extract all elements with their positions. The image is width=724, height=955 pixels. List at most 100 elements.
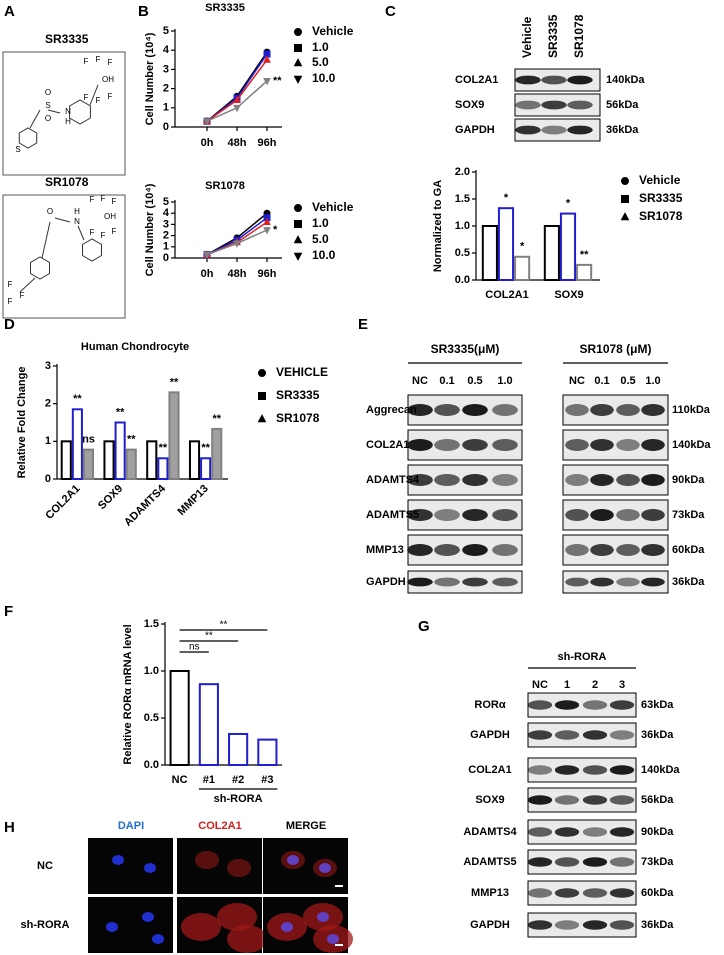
panel-letter: A (4, 3, 15, 20)
nucleus (327, 934, 339, 944)
group-title: SR1078 (μM) (579, 342, 651, 356)
annotation: * (520, 241, 525, 253)
bar (228, 732, 249, 766)
size-label: 56kDa (641, 794, 674, 806)
band (527, 700, 553, 710)
size-label: 60kDa (641, 887, 674, 899)
bar (114, 421, 126, 480)
bar (497, 207, 515, 281)
cytoplasm (227, 859, 251, 877)
size-label: 36kDa (641, 919, 674, 931)
legend-label: SR3335 (276, 388, 320, 402)
lane-label: NC (569, 375, 585, 387)
protein-label: COL2A1 (455, 74, 498, 86)
marker (294, 28, 302, 36)
band (616, 509, 640, 521)
y-axis-label: Cell Number (10⁴) (144, 183, 156, 276)
bar (543, 225, 560, 281)
band (407, 439, 433, 451)
y-tick-label: 4 (163, 207, 170, 219)
atom-label: S (45, 101, 50, 110)
legend-label: Vehicle (639, 173, 681, 187)
row-label: NC (37, 860, 53, 872)
x-tick-label: 0h (201, 268, 214, 280)
annotation: ** (159, 442, 168, 454)
y-tick-label: 1 (163, 102, 169, 114)
atom-label: O (47, 207, 53, 216)
protein-label: ADAMTS4 (463, 826, 517, 838)
bar (211, 427, 223, 480)
cytoplasm (195, 851, 219, 869)
band (462, 404, 488, 416)
group-label: sh-RORA (214, 793, 263, 805)
band (609, 700, 635, 710)
band (567, 75, 593, 85)
nucleus (152, 934, 164, 944)
y-tick-label: 3 (163, 218, 169, 230)
band (590, 509, 614, 521)
marker (203, 118, 211, 126)
x-tick-label: #1 (203, 774, 215, 786)
nucleus (281, 922, 293, 932)
lane-label: 1.0 (645, 375, 660, 387)
panel-letter: C (385, 3, 396, 20)
bar (168, 391, 180, 480)
band (492, 404, 518, 416)
size-label: 110kDa (672, 404, 711, 416)
band (567, 100, 593, 110)
band (582, 920, 608, 930)
panel-letter: D (4, 316, 15, 333)
band (616, 544, 640, 556)
band (407, 474, 433, 486)
lane-label: 1 (564, 679, 570, 691)
atom-label: F (101, 194, 106, 203)
band (590, 577, 614, 587)
nucleus (287, 855, 299, 865)
y-tick-label: 1 (163, 241, 169, 253)
atom-label: N (65, 107, 71, 116)
band (565, 404, 589, 416)
y-tick-label: 1 (45, 435, 51, 447)
micrograph (88, 838, 173, 894)
atom-label: F (101, 231, 106, 240)
protein-label: GAPDH (455, 124, 495, 136)
band (590, 439, 614, 451)
band (609, 730, 635, 740)
y-tick-label: 1.0 (455, 220, 470, 232)
legend-label: 10.0 (312, 71, 336, 85)
band (527, 765, 553, 775)
band (582, 827, 608, 837)
band (616, 404, 640, 416)
protein-label: COL2A1 (366, 439, 409, 451)
bar (257, 738, 278, 766)
row-label: sh-RORA (21, 919, 70, 931)
y-tick-label: 3 (163, 63, 169, 75)
band (590, 474, 614, 486)
size-label: 73kDa (641, 856, 674, 868)
lane-label: NC (532, 679, 548, 691)
y-tick-label: 4 (163, 44, 170, 56)
atom-label: F (8, 280, 13, 289)
band (515, 125, 541, 135)
y-tick-label: 0.5 (455, 247, 470, 259)
y-tick-label: 0.0 (455, 274, 470, 286)
annotation: * (273, 224, 278, 236)
band (641, 544, 665, 556)
legend-label: 1.0 (312, 40, 329, 54)
band (527, 920, 553, 930)
y-tick-label: 1.0 (144, 665, 159, 677)
band (434, 439, 460, 451)
band (407, 404, 433, 416)
marker (621, 195, 629, 203)
cytoplasm (217, 903, 257, 931)
annotation: ** (212, 413, 221, 425)
band (541, 75, 567, 85)
nucleus (319, 863, 331, 873)
x-tick-label: 96h (258, 137, 277, 149)
micrograph (88, 897, 173, 953)
structure-box (2, 194, 126, 319)
band (434, 509, 460, 521)
size-label: 140kDa (641, 764, 680, 776)
bar (198, 683, 219, 766)
